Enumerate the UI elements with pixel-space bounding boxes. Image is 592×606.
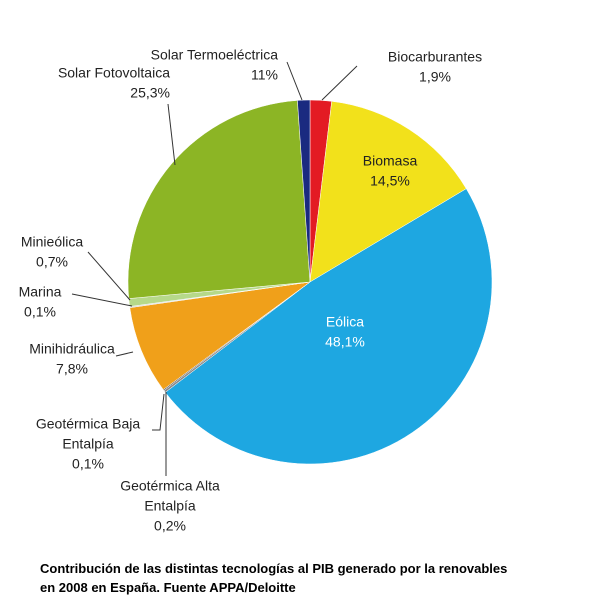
caption: en 2008 en España. Fuente APPA/Deloitte <box>40 580 296 595</box>
value-label: 1,9% <box>419 69 451 85</box>
pie-slice <box>127 100 311 299</box>
leader-line <box>286 61 303 101</box>
value-label: 0,2% <box>154 518 186 534</box>
value-label: 0,1% <box>72 456 104 472</box>
leader-line <box>87 251 131 301</box>
value-label: 25,3% <box>130 85 170 101</box>
slice-label: Biocarburantes <box>388 49 482 65</box>
slice-label: Geotérmica Alta <box>120 478 220 494</box>
value-label: 0,1% <box>24 304 56 320</box>
slice-label: Solar Fotovoltaica <box>58 65 170 81</box>
slice-label: Solar Termoeléctrica <box>151 47 279 63</box>
slice-label: Biomasa <box>363 153 418 169</box>
slice-label: Minihidráulica <box>29 341 115 357</box>
value-label: 0,7% <box>36 254 68 270</box>
leader-line <box>321 65 358 101</box>
value-label: 11% <box>251 67 278 83</box>
leader-line <box>167 103 176 166</box>
pie-slice <box>164 188 493 465</box>
leader-line <box>115 351 134 357</box>
slice-label: Eólica <box>326 314 364 330</box>
slice-label: Entalpía <box>62 436 114 452</box>
value-label: 14,5% <box>370 173 410 189</box>
pie-slice <box>297 99 311 283</box>
slice-label: Geotérmica Baja <box>36 416 140 432</box>
value-label: 48,1% <box>325 334 365 350</box>
caption: Contribución de las distintas tecnología… <box>40 561 507 576</box>
leader-line <box>71 293 133 307</box>
slice-label: Entalpía <box>144 498 196 514</box>
slice-label: Minieólica <box>21 234 83 250</box>
value-label: 7,8% <box>56 361 88 377</box>
leader-line <box>152 393 165 431</box>
pie-slice <box>309 101 467 283</box>
slice-label: Marina <box>19 284 62 300</box>
